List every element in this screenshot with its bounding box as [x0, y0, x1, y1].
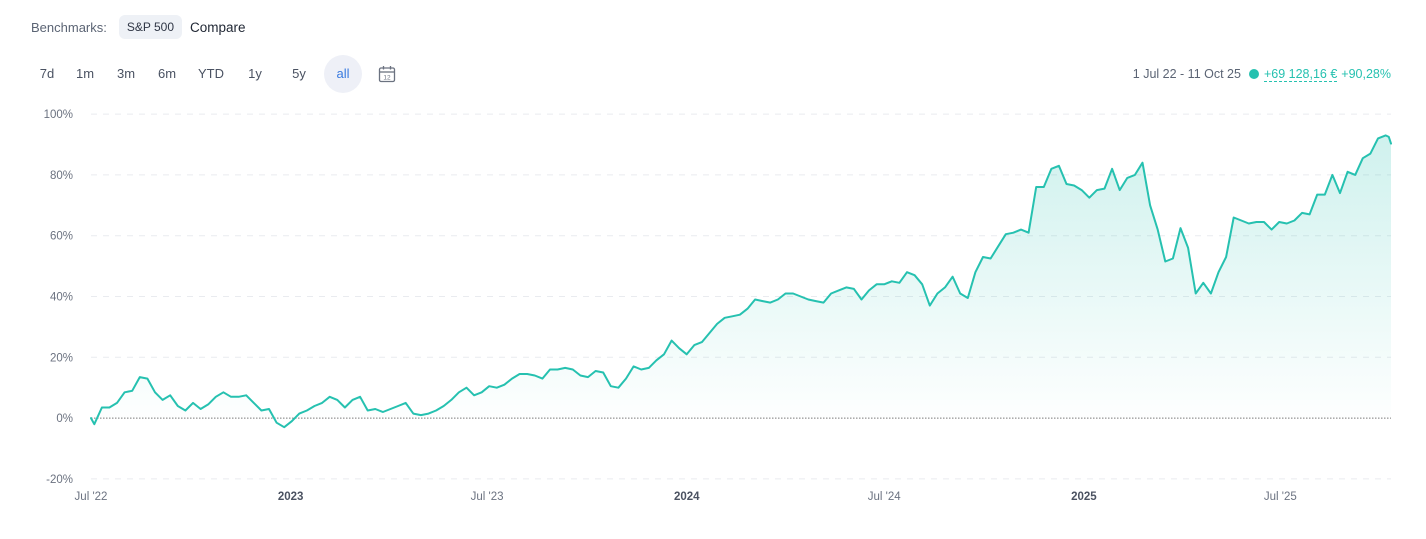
x-tick-label: 2025 — [1071, 491, 1097, 503]
percent-change: +90,28% — [1341, 67, 1391, 81]
y-tick-label: 40% — [50, 292, 73, 304]
benchmarks-row: Benchmarks: S&P 500 Compare — [31, 14, 246, 40]
benchmarks-label: Benchmarks: — [31, 19, 107, 35]
range-3m-button[interactable]: 3m — [116, 66, 136, 81]
calendar-icon[interactable]: 12 — [377, 64, 397, 84]
performance-summary: 1 Jul 22 - 11 Oct 25 +69 128,16 € +90,28… — [1133, 65, 1391, 83]
compare-button[interactable]: Compare — [190, 19, 246, 35]
y-tick-label: 0% — [56, 413, 73, 425]
x-tick-label: Jul '23 — [471, 491, 504, 503]
svg-text:12: 12 — [383, 75, 391, 82]
y-tick-label: 80% — [50, 170, 73, 182]
date-range-label: 1 Jul 22 - 11 Oct 25 — [1132, 67, 1241, 81]
x-tick-label: 2024 — [674, 491, 700, 503]
x-tick-label: Jul '25 — [1264, 491, 1297, 503]
range-5y-button[interactable]: 5y — [292, 66, 306, 81]
y-tick-label: 20% — [50, 352, 73, 364]
range-all-button[interactable]: all — [324, 55, 362, 93]
x-tick-label: 2023 — [278, 491, 304, 503]
y-tick-label: -20% — [46, 474, 73, 486]
x-tick-label: Jul '24 — [868, 491, 901, 503]
time-range-selector: 7d 1m 3m 6m YTD 1y 5y all 12 — [31, 55, 397, 93]
x-tick-label: Jul '22 — [75, 491, 108, 503]
range-1y-button[interactable]: 1y — [248, 66, 262, 81]
range-6m-button[interactable]: 6m — [157, 66, 177, 81]
series-dot — [1248, 69, 1259, 79]
range-ytd-button[interactable]: YTD — [198, 66, 224, 81]
series-area-fill — [91, 135, 1391, 428]
range-1m-button[interactable]: 1m — [75, 66, 95, 81]
benchmark-chip-sp500[interactable]: S&P 500 — [118, 15, 183, 39]
y-tick-label: 100% — [44, 109, 73, 121]
series-line — [90, 134, 1392, 429]
y-tick-label: 60% — [50, 231, 73, 243]
absolute-change[interactable]: +69 128,16 € — [1263, 66, 1338, 82]
range-7d-button[interactable]: 7d — [39, 66, 55, 81]
